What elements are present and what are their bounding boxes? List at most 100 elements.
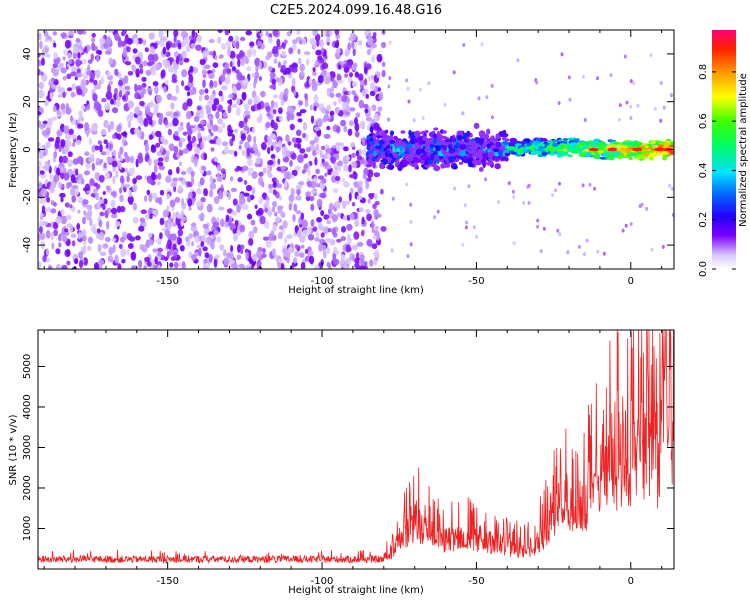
- spectrogram-cell: [433, 150, 438, 156]
- spectrogram-cell: [286, 31, 292, 37]
- spectrogram-peak: [588, 147, 599, 152]
- spectrogram-cell: [249, 41, 255, 47]
- spectrogram-cell: [388, 40, 392, 45]
- spectrogram-cell: [486, 161, 493, 166]
- spectrogram-cell: [230, 245, 234, 253]
- spectrogram-cell: [126, 37, 133, 45]
- spectrogram-cell: [267, 146, 271, 155]
- spectrogram-cell: [369, 145, 374, 151]
- spectrogram-cell: [592, 154, 601, 160]
- spectrogram-cell: [221, 43, 227, 50]
- spectrogram-cell: [360, 230, 365, 237]
- spectrogram-cell: [353, 95, 359, 103]
- spectrogram-cell: [348, 164, 352, 173]
- spectrogram-cell: [486, 128, 491, 135]
- spectrogram-cell: [217, 118, 224, 125]
- spectrogram-cell: [566, 148, 574, 152]
- spectrogram-cell: [158, 165, 165, 171]
- spectrogram-cell: [185, 44, 191, 53]
- spectrogram-cell: [246, 147, 251, 157]
- spectrogram-cell: [266, 135, 271, 141]
- spectrogram-cell: [362, 159, 366, 164]
- spectrogram-cell: [382, 134, 387, 139]
- spectrogram-cell: [405, 182, 409, 187]
- spectrogram-cell: [94, 145, 100, 151]
- spectrogram-cell: [562, 138, 569, 141]
- spectrogram-cell: [280, 64, 286, 71]
- spectrogram-cell: [310, 145, 316, 152]
- spectrogram-cell: [204, 88, 209, 94]
- spectrogram-cell: [111, 160, 118, 168]
- spectrogram-cell: [135, 72, 140, 78]
- spectrogram-cell: [191, 30, 196, 38]
- spectrogram-cell: [71, 83, 77, 90]
- spectrogram-cell: [50, 85, 57, 90]
- spectrogram-cell: [246, 196, 252, 203]
- spectrogram-cell: [336, 212, 341, 217]
- spectrogram-cell: [44, 53, 51, 58]
- spectrogram-cell: [319, 182, 326, 190]
- spectrogram-cell: [288, 194, 295, 202]
- spectrogram-cell: [310, 219, 315, 228]
- spectrogram-cell: [645, 206, 649, 211]
- spectrogram-cell: [301, 37, 307, 46]
- spectrogram-cell: [344, 73, 349, 78]
- spectrogram-cell: [143, 265, 147, 269]
- spectrogram-cell: [216, 172, 220, 181]
- spectrogram-cell: [300, 262, 306, 269]
- spectrogram-cell: [659, 118, 663, 123]
- spectrogram-cell: [117, 39, 123, 48]
- spectrogram-cell: [252, 226, 258, 234]
- spectrogram-cell: [108, 144, 113, 149]
- spectrogram-cell: [229, 98, 233, 106]
- spectrogram-cell: [314, 264, 320, 269]
- spectrogram-cell: [94, 262, 100, 269]
- spectrogram-cell: [370, 140, 376, 145]
- spectrogram-cell: [509, 137, 517, 143]
- spectrogram-cell: [463, 132, 469, 138]
- spectrogram-cell: [597, 150, 604, 153]
- spectrogram-cell: [365, 117, 373, 122]
- spectrogram-cell: [373, 122, 380, 131]
- spectrogram-cell: [618, 117, 621, 122]
- spectrogram-cell: [242, 203, 249, 211]
- spectrogram-cell: [91, 122, 99, 132]
- spectrogram-cell: [240, 59, 245, 66]
- spectrogram-cell: [103, 162, 107, 169]
- spectrogram-cell: [441, 150, 447, 155]
- spectrogram-cell: [414, 158, 422, 163]
- spectrogram-cell: [148, 232, 153, 239]
- spectrogram-cell: [240, 249, 244, 255]
- spectrogram-cell: [627, 141, 633, 146]
- spectrogram-cell: [490, 83, 494, 88]
- spectrogram-cell: [332, 80, 338, 89]
- spectrogram-cell: [65, 214, 72, 220]
- snr-x-tick-label: -50: [468, 576, 484, 587]
- spectrogram-cell: [97, 50, 103, 56]
- spectrogram-cell: [59, 192, 66, 198]
- spectrogram-cell: [286, 171, 291, 180]
- spectrogram-cell: [178, 261, 182, 267]
- spectrogram-cell: [325, 36, 331, 43]
- spectrogram-cell: [248, 237, 254, 246]
- spectrogram-cell: [304, 101, 309, 108]
- spectrogram-cell: [286, 234, 293, 240]
- spectrogram-cell: [66, 73, 72, 80]
- spectrogram-cell: [556, 228, 560, 233]
- spectrogram-cell: [661, 244, 665, 249]
- spectrogram-cell: [154, 209, 158, 218]
- spectrogram-cell: [179, 245, 185, 252]
- spectrogram-cell: [272, 134, 276, 140]
- spectrogram-cell: [142, 39, 147, 46]
- spectrogram-cell: [467, 162, 475, 168]
- spectrogram-cell: [171, 42, 175, 48]
- spectrogram-cell: [624, 223, 628, 228]
- spectrogram-cell: [151, 144, 155, 150]
- spectrogram-cell: [356, 155, 363, 161]
- spectrogram-cell: [228, 93, 234, 99]
- spectrogram-cell: [206, 203, 213, 213]
- spectrogram-cell: [377, 56, 382, 61]
- spectrogram-cell: [352, 63, 357, 72]
- spectrogram-y-tick-label: -40: [22, 237, 33, 253]
- spectrogram-cell: [511, 152, 518, 155]
